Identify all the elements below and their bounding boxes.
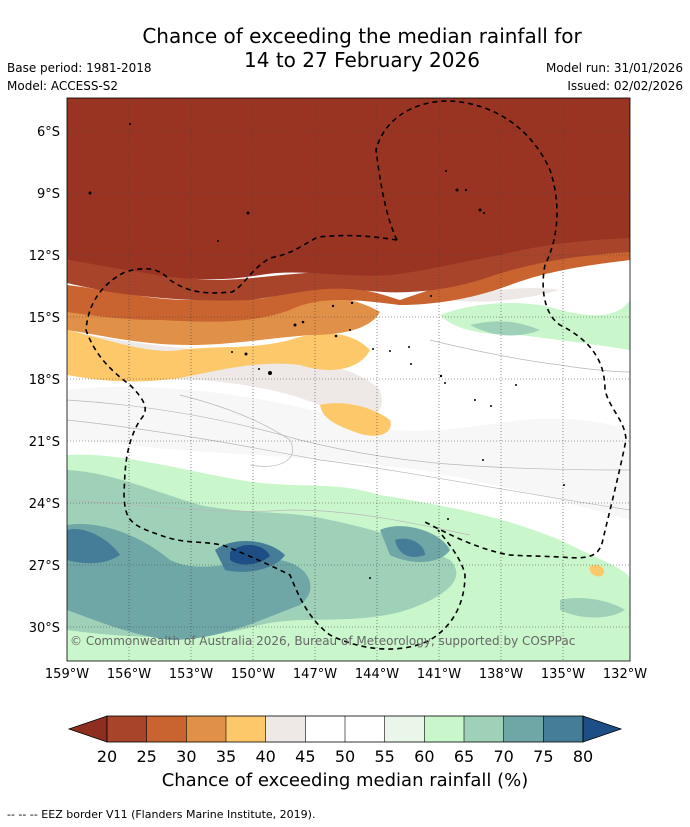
lon-label: 138°W xyxy=(479,667,523,682)
shade-above-80 xyxy=(230,545,270,565)
eez-legend-note: -- -- -- EEZ border V11 (Flanders Marine… xyxy=(7,808,316,821)
colorbar-label: Chance of exceeding median rainfall (%) xyxy=(161,770,529,791)
colorbar-segment xyxy=(384,716,425,742)
title-line-1: Chance of exceeding the median rainfall … xyxy=(142,24,582,48)
colorbar-segment xyxy=(345,716,385,742)
base-period: Base period: 1981-2018 xyxy=(7,61,152,75)
shade-40-45-east xyxy=(450,288,560,302)
lat-label: 21°S xyxy=(29,435,60,450)
shade-pale xyxy=(67,386,630,520)
lat-labels: 6°S 9°S 12°S 15°S 18°S 21°S 24°S 27°S 30… xyxy=(29,125,60,636)
colorbar-tick-label: 70 xyxy=(493,747,513,766)
colorbar-segment xyxy=(543,716,583,742)
lon-label: 144°W xyxy=(355,667,399,682)
shade-75-80-west xyxy=(67,529,120,564)
colorbar-segment xyxy=(226,716,266,742)
colorbar-tick-label: 60 xyxy=(414,747,434,766)
colorbar-tick-label: 80 xyxy=(573,747,593,766)
lon-label: 156°W xyxy=(107,667,151,682)
lat-label: 9°S xyxy=(37,187,60,202)
lon-label: 159°W xyxy=(45,667,89,682)
lat-label: 6°S xyxy=(37,125,60,140)
colorbar-tick-label: 30 xyxy=(176,747,196,766)
lon-label: 153°W xyxy=(169,667,213,682)
colorbar-tick-label: 65 xyxy=(454,747,474,766)
colorbar-low-extend xyxy=(67,715,108,743)
colorbar-high-extend xyxy=(582,715,623,743)
meta-right: Model run: 31/01/2026 Issued: 02/02/2026 xyxy=(546,59,683,95)
map-frame xyxy=(66,97,631,662)
colorbar-segment xyxy=(464,716,504,742)
eez-borders xyxy=(85,100,627,650)
shade-35-40 xyxy=(67,330,370,382)
meta-left: Base period: 1981-2018 Model: ACCESS-S2 xyxy=(7,59,152,95)
contours xyxy=(67,339,630,536)
lat-label: 18°S xyxy=(29,373,60,388)
map-plot-area xyxy=(67,98,630,661)
shade-below-20 xyxy=(67,98,630,280)
colorbar-tick-label: 35 xyxy=(216,747,236,766)
colorbar-tick-label: 25 xyxy=(136,747,156,766)
islands xyxy=(88,123,565,579)
colorbar-segment xyxy=(305,716,345,742)
shade-75-80-east xyxy=(395,538,425,557)
lon-label: 150°W xyxy=(231,667,275,682)
map-title: Chance of exceeding the median rainfall … xyxy=(0,24,690,72)
colorbar-tick-label: 20 xyxy=(97,747,117,766)
shade-35-40-se xyxy=(589,564,605,577)
title-line-2: 14 to 27 February 2026 xyxy=(244,48,480,72)
model-name: Model: ACCESS-S2 xyxy=(7,79,119,93)
colorbar: 20 25 30 35 40 45 50 55 60 65 70 75 80 xyxy=(67,715,623,766)
colorbar-segment xyxy=(186,716,226,742)
colorbar-tick-label: 55 xyxy=(374,747,394,766)
colorbar-tick-label: 50 xyxy=(335,747,355,766)
shade-60-65-north xyxy=(440,300,630,350)
lon-label: 141°W xyxy=(417,667,461,682)
model-run: Model run: 31/01/2026 xyxy=(545,61,683,75)
graticule xyxy=(67,98,630,661)
colorbar-tick-label: 40 xyxy=(255,747,275,766)
colorbar-segment xyxy=(265,716,306,742)
shade-70-75 xyxy=(67,524,311,640)
lat-label: 15°S xyxy=(29,311,60,326)
colorbar-tick-label: 45 xyxy=(295,747,315,766)
lon-label: 132°W xyxy=(603,667,647,682)
shade-65-70-se xyxy=(560,598,625,618)
colorbar-segment xyxy=(107,716,147,742)
colorbar-segment xyxy=(146,716,187,742)
copyright-text: © Commonwealth of Australia 2026, Bureau… xyxy=(70,634,576,648)
shade-35-40-mid xyxy=(320,403,391,436)
shade-65-70-north xyxy=(470,321,540,336)
colorbar-tick-label: 75 xyxy=(533,747,553,766)
shade-25-30 xyxy=(67,248,630,322)
lat-label: 30°S xyxy=(29,621,60,636)
issued-date: Issued: 02/02/2026 xyxy=(567,79,683,93)
colorbar-segment xyxy=(503,716,544,742)
lon-labels: 159°W 156°W 153°W 150°W 147°W 144°W 141°… xyxy=(45,667,647,682)
lon-label: 147°W xyxy=(293,667,337,682)
lon-label: 135°W xyxy=(541,667,585,682)
lat-label: 27°S xyxy=(29,559,60,574)
lat-label: 12°S xyxy=(29,249,60,264)
lat-label: 24°S xyxy=(29,497,60,512)
colorbar-segment xyxy=(424,716,464,742)
